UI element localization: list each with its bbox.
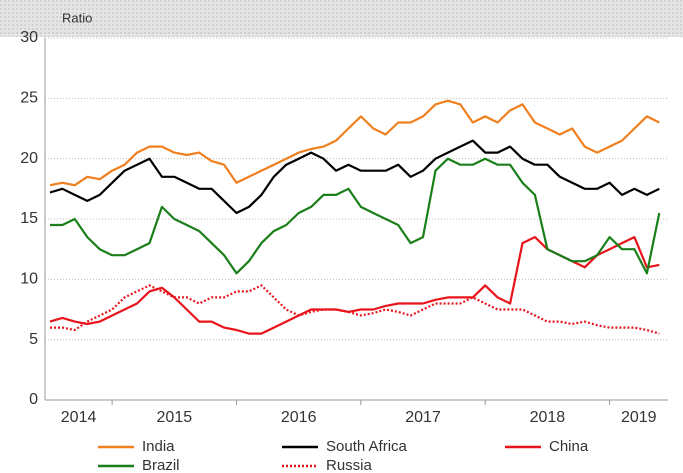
- y-tick-label: 20: [20, 150, 38, 167]
- legend-label: China: [549, 438, 589, 455]
- header-band: [0, 0, 683, 37]
- legend-label: Russia: [326, 457, 373, 473]
- x-tick-label: 2016: [281, 409, 317, 426]
- series-line: [49, 99, 660, 187]
- x-tick-label: 2014: [61, 409, 97, 426]
- x-tick-label: 2017: [405, 409, 441, 426]
- y-axis-label: Ratio: [62, 10, 92, 25]
- y-tick-label: 10: [20, 271, 38, 288]
- legend-label: India: [142, 438, 175, 455]
- y-tick-label: 25: [20, 90, 38, 107]
- y-tick-label: 30: [20, 29, 38, 46]
- legend-label: South Africa: [326, 438, 408, 455]
- series-line: [50, 157, 661, 275]
- x-tick-label: 2019: [621, 409, 657, 426]
- series-line: [49, 139, 660, 215]
- series-line: [50, 284, 660, 335]
- x-tick-label: 2015: [157, 409, 193, 426]
- y-tick-label: 15: [20, 210, 38, 227]
- y-tick-label: 0: [29, 391, 38, 408]
- series-line: [49, 236, 660, 335]
- legend-label: Brazil: [142, 457, 180, 473]
- x-tick-label: 2018: [530, 409, 566, 426]
- y-tick-label: 5: [29, 331, 38, 348]
